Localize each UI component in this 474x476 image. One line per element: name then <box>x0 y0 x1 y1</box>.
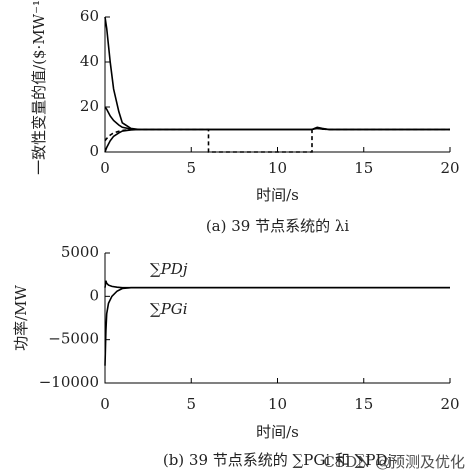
axes <box>104 17 450 153</box>
series-label: ∑PGi <box>150 300 188 318</box>
series-line <box>104 286 450 366</box>
y-tick-label: 20 <box>80 97 99 115</box>
x-tick-label: 5 <box>186 395 196 413</box>
y-axis-label: 一致性变量的值/($·MW⁻¹) <box>30 0 48 175</box>
x-tick-label: 5 <box>186 159 196 177</box>
watermark: CSDN @预测及优化 <box>323 453 465 471</box>
y-tick-label: 0 <box>89 142 99 160</box>
y-tick-label: 60 <box>80 7 99 25</box>
x-tick-label: 10 <box>268 395 287 413</box>
series-line <box>104 127 450 153</box>
y-axis-label: 功率/MW <box>12 285 30 351</box>
series-line <box>104 280 450 289</box>
series-line <box>104 106 450 131</box>
x-tick-label: 20 <box>440 159 459 177</box>
y-tick-label: −5000 <box>48 330 99 348</box>
x-axis-label: 时间/s <box>256 423 299 441</box>
series-label: ∑PDj <box>150 260 188 278</box>
caption: (b) 39 节点系统的 ∑PGi 和 ∑PDj <box>163 451 392 469</box>
y-tick-label: −10000 <box>39 373 99 391</box>
series-line <box>104 16 450 131</box>
x-tick-label: 10 <box>268 159 287 177</box>
y-tick-label: 5000 <box>61 243 99 261</box>
y-tick-label: 40 <box>80 52 99 70</box>
caption: (a) 39 节点系统的 λi <box>206 217 350 235</box>
y-tick-label: 0 <box>89 286 99 304</box>
x-tick-label: 15 <box>354 395 373 413</box>
x-tick-label: 15 <box>354 159 373 177</box>
x-tick-label: 20 <box>440 395 459 413</box>
x-tick-label: 0 <box>100 159 110 177</box>
x-tick-label: 0 <box>100 395 110 413</box>
x-axis-label: 时间/s <box>256 186 299 204</box>
